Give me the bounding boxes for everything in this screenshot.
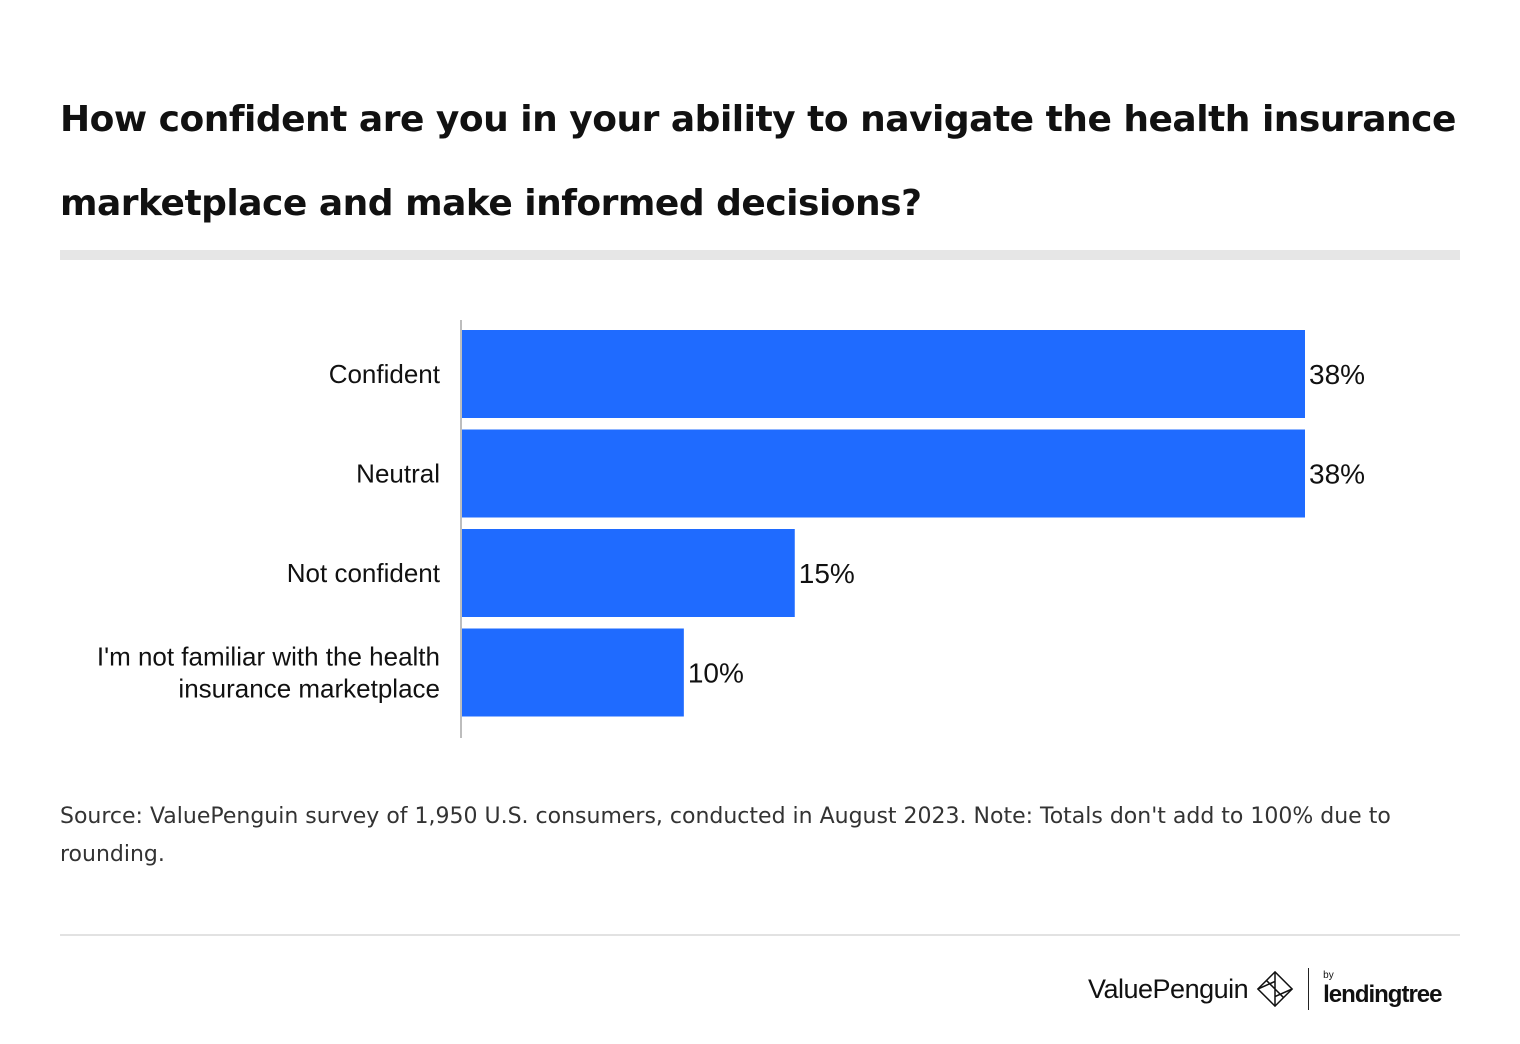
category-label-line: Not confident [287, 558, 441, 588]
title-divider [60, 250, 1460, 260]
penguin-logo-icon [1256, 970, 1294, 1008]
lendingtree-logo: by lendingtree [1323, 970, 1442, 1008]
logo-divider [1308, 968, 1310, 1010]
bar [462, 529, 795, 617]
source-note: Source: ValuePenguin survey of 1,950 U.S… [60, 804, 1391, 867]
category-label-line: insurance marketplace [178, 674, 440, 704]
bars-layer: 38% Confident 38% Neutral 15% Not confident 10… [97, 330, 1365, 717]
category-label: I'm not familiar with the health insuranc… [97, 642, 440, 704]
valuepenguin-wordmark: ValuePenguin [1088, 973, 1249, 1004]
bar-group: 38% Confident [329, 330, 1365, 418]
by-text: by [1323, 970, 1334, 981]
category-label: Confident [329, 359, 441, 389]
bar [462, 628, 684, 717]
value-label: 38% [1309, 359, 1365, 390]
category-label-line: Confident [329, 359, 441, 389]
value-label: 10% [688, 658, 744, 689]
value-label: 15% [799, 558, 855, 589]
bar [462, 429, 1305, 518]
footer-divider [60, 934, 1460, 936]
category-label-line: Neutral [356, 459, 440, 489]
category-label: Not confident [287, 558, 441, 588]
bar-chart: 38% Confident 38% Neutral 15% Not confident 10… [97, 320, 1365, 738]
category-label-line: I'm not familiar with the health [97, 642, 440, 672]
bar-group: 15% Not confident [287, 529, 855, 617]
bar-group: 38% Neutral [356, 429, 1365, 518]
category-label: Neutral [356, 459, 440, 489]
chart-title: How confident are you in your ability to… [60, 99, 1456, 224]
value-label: 38% [1309, 459, 1365, 490]
brand-logo: ValuePenguin by lendingtree [1088, 964, 1443, 1014]
bar-group: 10% I'm not familiar with the health insur… [97, 628, 744, 717]
lendingtree-wordmark: lendingtree [1323, 981, 1442, 1008]
bar [462, 330, 1305, 418]
